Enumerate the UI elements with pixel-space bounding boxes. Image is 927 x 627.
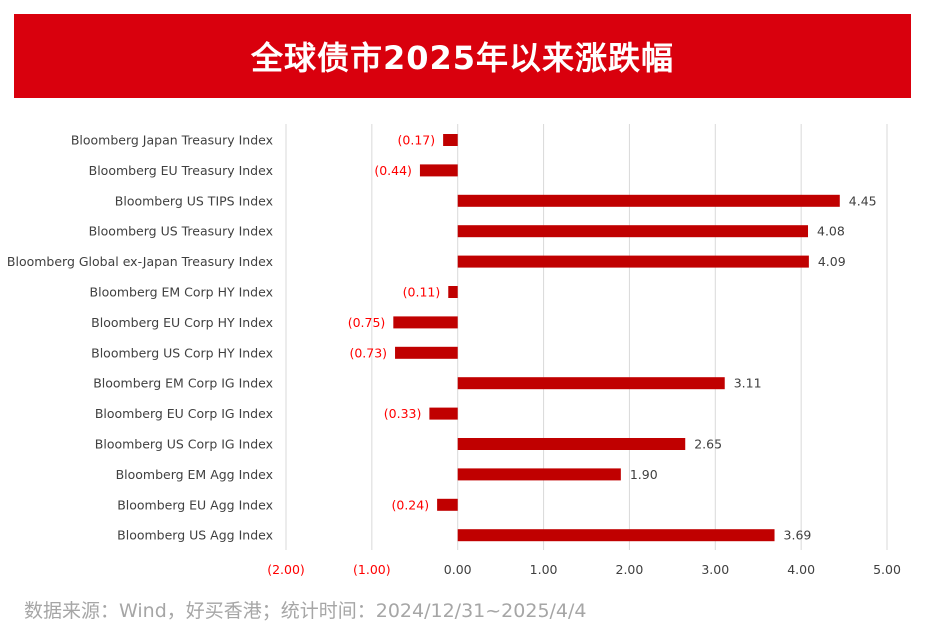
- bar: [448, 286, 458, 298]
- value-label: (0.17): [398, 133, 436, 148]
- x-tick-label: 5.00: [873, 562, 901, 577]
- bar: [457, 225, 809, 238]
- value-label: 4.08: [817, 224, 845, 239]
- category-label: Bloomberg EM Agg Index: [116, 467, 273, 482]
- bar: [429, 407, 458, 420]
- value-label: 3.69: [784, 528, 812, 543]
- value-label: (0.75): [348, 315, 386, 330]
- category-label: Bloomberg US TIPS Index: [115, 193, 273, 208]
- bar: [457, 377, 725, 390]
- category-label: Bloomberg EU Corp IG Index: [95, 406, 273, 421]
- category-label: Bloomberg US Agg Index: [117, 528, 273, 543]
- bar: [393, 316, 458, 329]
- x-tick-label: 2.00: [616, 562, 644, 577]
- bar: [443, 134, 458, 146]
- value-label: 2.65: [694, 437, 722, 452]
- value-label: 4.45: [849, 193, 877, 208]
- value-label: (0.44): [374, 163, 412, 178]
- category-label: Bloomberg EM Corp HY Index: [90, 285, 273, 300]
- value-label: 1.90: [630, 467, 658, 482]
- value-label: 4.09: [818, 254, 846, 269]
- category-label: Bloomberg EU Agg Index: [117, 497, 273, 512]
- category-label: Bloomberg US Treasury Index: [89, 224, 273, 239]
- x-tick-label: 0.00: [444, 562, 472, 577]
- category-label: Bloomberg US Corp IG Index: [95, 437, 273, 452]
- bar: [437, 498, 458, 511]
- category-label: Bloomberg EM Corp IG Index: [93, 376, 273, 391]
- category-label: Bloomberg US Corp HY Index: [91, 345, 273, 360]
- x-tick-label: (1.00): [353, 562, 391, 577]
- source-note: 数据来源：Wind，好买香港；统计时间：2024/12/31~2025/4/4: [24, 600, 587, 622]
- value-label: (0.24): [392, 497, 430, 512]
- bar: [395, 346, 458, 359]
- bar: [457, 438, 686, 450]
- value-label: (0.11): [403, 285, 441, 300]
- x-tick-label: 3.00: [701, 562, 729, 577]
- category-label: Bloomberg EU Corp HY Index: [91, 315, 273, 330]
- x-tick-label: 1.00: [530, 562, 558, 577]
- bar: [457, 468, 621, 481]
- x-tick-label: 4.00: [787, 562, 815, 577]
- bar: [457, 529, 775, 542]
- value-label: 3.11: [734, 376, 762, 391]
- category-label: Bloomberg Japan Treasury Index: [71, 133, 273, 148]
- bar: [457, 194, 840, 207]
- value-label: (0.33): [384, 406, 422, 421]
- category-label: Bloomberg EU Treasury Index: [89, 163, 273, 178]
- category-label: Bloomberg Global ex-Japan Treasury Index: [7, 254, 273, 269]
- x-tick-label: (2.00): [267, 562, 305, 577]
- value-label: (0.73): [349, 345, 387, 360]
- chart-title: 全球债市2025年以来涨跌幅: [250, 39, 675, 77]
- bar: [419, 164, 458, 177]
- bar: [457, 255, 809, 268]
- title-banner: 全球债市2025年以来涨跌幅: [14, 14, 911, 98]
